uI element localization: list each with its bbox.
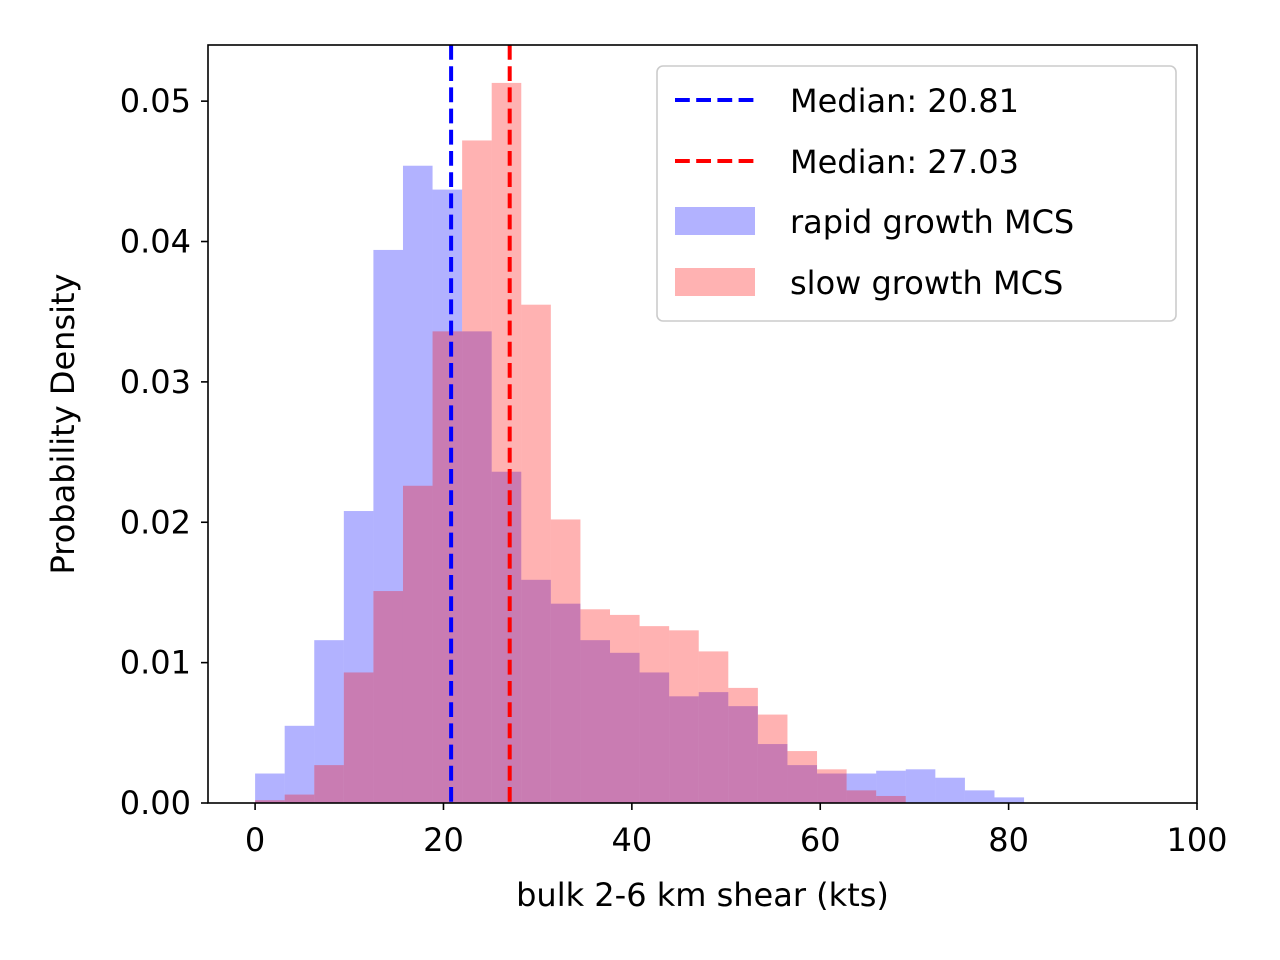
legend-label: Median: 20.81 — [790, 82, 1019, 120]
histogram-bar — [728, 706, 758, 803]
histogram-bar — [432, 331, 463, 803]
histogram-bar — [876, 795, 906, 803]
legend-label: rapid growth MCS — [790, 203, 1074, 241]
histogram-bar — [817, 773, 847, 803]
legend-box — [656, 65, 1177, 322]
histogram-bar — [817, 769, 847, 803]
x-axis-label: bulk 2-6 km shear (kts) — [516, 876, 889, 914]
legend: Median: 20.81 Median: 27.03 rapid growth M… — [656, 65, 1177, 322]
histogram-bar — [757, 714, 788, 803]
legend-items: Median: 20.81 Median: 27.03 rapid growth M… — [675, 82, 1074, 302]
y-axis-ticks: 0.00 0.01 0.02 0.03 0.04 0.05 — [120, 82, 208, 822]
histogram-bar — [550, 603, 581, 803]
histogram-bar — [905, 769, 936, 803]
histogram-bar — [491, 82, 522, 803]
x-tick-label: 60 — [800, 821, 841, 859]
histogram-bar — [432, 189, 463, 803]
histogram-bar — [521, 304, 551, 803]
histogram-bar — [373, 591, 403, 803]
x-tick-label: 20 — [423, 821, 464, 859]
histogram-bar — [343, 511, 374, 803]
legend-patch-swatch — [675, 268, 755, 296]
histogram-bar — [669, 630, 699, 803]
x-axis-ticks: 0 20 40 60 80 100 — [245, 803, 1228, 859]
histogram-bar — [580, 640, 611, 803]
histogram-bar — [876, 770, 906, 803]
legend-label: Median: 27.03 — [790, 143, 1019, 181]
histogram-bar — [639, 626, 670, 803]
histogram-bar — [462, 140, 492, 804]
series-1-bars — [255, 82, 906, 804]
y-tick-label: 0.03 — [120, 363, 191, 401]
histogram-bar — [787, 765, 818, 803]
histogram-bar — [314, 765, 344, 803]
legend-label: slow growth MCS — [790, 264, 1063, 302]
histogram-bar — [462, 331, 492, 803]
histogram-bar — [580, 609, 611, 803]
y-tick-label: 0.02 — [120, 503, 191, 541]
bars-layer — [255, 82, 1025, 804]
y-tick-label: 0.04 — [120, 223, 191, 261]
x-tick-label: 40 — [611, 821, 652, 859]
histogram-bar — [284, 794, 315, 803]
histogram-bar — [610, 614, 640, 803]
histogram-bar — [994, 797, 1025, 803]
histogram-bar — [314, 640, 344, 803]
y-tick-label: 0.05 — [120, 82, 191, 120]
x-tick-label: 80 — [988, 821, 1029, 859]
histogram-bar — [728, 687, 758, 803]
histogram-bar — [846, 790, 877, 803]
histogram-bar — [698, 692, 729, 803]
histogram-bar — [757, 744, 788, 803]
histogram-bar — [698, 651, 729, 803]
y-tick-label: 0.01 — [120, 644, 191, 682]
histogram-bar — [935, 777, 965, 803]
histogram-bar — [255, 800, 285, 803]
legend-patch-swatch — [675, 207, 755, 235]
histogram-bar — [373, 249, 403, 803]
histogram-bar — [846, 773, 877, 803]
histogram-bar — [402, 165, 433, 804]
histogram-bar — [491, 471, 522, 803]
series-0-bars — [255, 165, 1025, 804]
x-tick-label: 100 — [1166, 821, 1227, 859]
histogram-bar — [255, 773, 285, 803]
histogram-bar — [669, 696, 699, 803]
histogram-bar — [639, 672, 670, 803]
histogram-bar — [550, 519, 581, 803]
histogram-bar — [610, 652, 640, 803]
y-axis-label: Probability Density — [44, 274, 82, 575]
histogram-bar — [521, 579, 551, 803]
histogram-bar — [964, 790, 995, 803]
histogram-bar — [787, 751, 818, 803]
x-tick-label: 0 — [245, 821, 265, 859]
plot-frame — [207, 44, 1198, 804]
histogram-bar — [284, 725, 315, 803]
histogram-bar — [343, 672, 374, 803]
histogram-bar — [402, 485, 433, 803]
y-tick-label: 0.00 — [120, 784, 191, 822]
